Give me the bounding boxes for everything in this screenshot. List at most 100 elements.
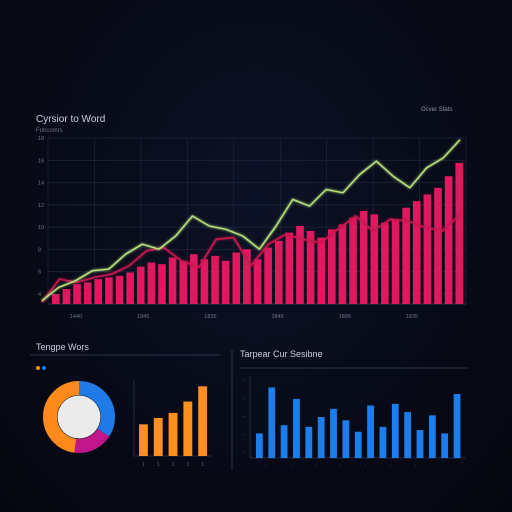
blue-x-tick-label: -: [290, 463, 292, 469]
main-bar: [179, 260, 188, 304]
blue-bar: [317, 417, 325, 458]
main-bar: [423, 194, 432, 304]
main-bar: [126, 272, 134, 304]
main-chart-lines: [41, 139, 461, 303]
blue-bar: [280, 425, 288, 458]
main-bar: [359, 211, 368, 304]
blue-bar: [305, 426, 313, 458]
main-bar: [381, 222, 389, 304]
main-bar: [434, 187, 442, 304]
orange-x-tick-label: 1: [157, 462, 160, 468]
main-y-tick-label: 16: [38, 158, 44, 164]
main-bar: [168, 257, 177, 304]
main-x-tick-label: 1835: [406, 314, 418, 320]
main-y-tick-label: 8: [38, 247, 41, 253]
main-chart-bars: [52, 162, 464, 304]
orange-x-tick-label: 1: [186, 462, 189, 468]
blue-bar: [354, 431, 362, 458]
main-bar: [147, 262, 156, 304]
orange-bar: [183, 401, 193, 456]
main-bar: [264, 247, 272, 304]
blue-y-tick-label: -: [244, 432, 246, 438]
blue-y-tick-label: -: [244, 378, 246, 384]
blue-bar: [268, 387, 276, 458]
blue-bar: [441, 433, 449, 458]
main-bar: [349, 217, 357, 304]
main-bar: [83, 282, 92, 304]
main-chart-y-axis: 18 16 14 12 10 8 6 4: [38, 136, 44, 298]
orange-bar: [153, 418, 163, 456]
main-bar: [306, 230, 315, 304]
blue-bar: [404, 412, 412, 458]
main-bar: [285, 232, 294, 304]
main-bar: [391, 219, 400, 304]
main-bar: [412, 201, 421, 304]
orange-x-tick-label: 1: [172, 462, 175, 468]
main-x-tick-label: 1835: [204, 314, 216, 320]
blue-bar: [367, 405, 374, 458]
blue-bar: [379, 426, 387, 458]
blue-bar: [330, 408, 337, 458]
main-x-tick-label: 1895: [339, 314, 351, 320]
main-y-tick-label: 12: [38, 203, 44, 209]
blue-x-tick-label: -: [265, 463, 267, 469]
donut-panel: Tengpe Wors: [36, 342, 115, 453]
main-bar: [115, 275, 124, 304]
orange-x-tick-label: 1: [142, 462, 145, 468]
orange-bar: [198, 386, 208, 456]
main-bar: [94, 279, 103, 304]
main-x-tick-label: 1440: [70, 314, 82, 320]
orange-bar: [168, 412, 178, 456]
main-bar: [370, 214, 379, 304]
main-chart-x-axis: 1440 1845 1835 1845 1895 1835: [70, 314, 418, 320]
main-bar: [253, 259, 262, 304]
main-bar: [221, 260, 230, 304]
blue-bar: [342, 420, 350, 458]
main-x-tick-label: 1845: [271, 314, 283, 320]
main-bar: [243, 249, 251, 304]
donut-chart: [43, 381, 115, 453]
main-bar: [211, 255, 219, 304]
main-chart-subtitle: Funcomrs: [36, 128, 63, 134]
main-secondary-line: [41, 213, 461, 303]
main-chart-title: Cyrsior to Word: [36, 114, 105, 125]
blue-x-tick-label: -: [414, 463, 416, 469]
blue-bar: [416, 430, 424, 458]
orange-bar: [139, 424, 148, 456]
main-bar: [52, 294, 60, 304]
main-chart-legend: Ocver Stats: [421, 107, 452, 113]
main-bar: [62, 289, 71, 304]
blue-chart-title: Tarpear Cur Sesibne: [240, 349, 323, 359]
orange-bar-chart: 1 1 1 1 1: [133, 380, 212, 468]
main-bar: [338, 224, 347, 304]
main-bar: [190, 254, 198, 304]
blue-bar: [391, 403, 399, 458]
blue-bar: [293, 398, 300, 458]
blue-bar: [453, 394, 461, 458]
main-bar: [274, 240, 283, 304]
blue-x-tick-label: -: [340, 463, 342, 469]
main-y-tick-label: 6: [38, 270, 41, 276]
blue-x-tick-label: -: [365, 463, 367, 469]
main-bar: [232, 252, 241, 304]
main-bar: [328, 229, 336, 304]
main-y-tick-label: 14: [38, 181, 44, 187]
donut-center: [57, 395, 101, 439]
main-bar: [200, 259, 209, 304]
legend-dot-orange: [36, 366, 40, 370]
orange-x-tick-label: 1: [201, 462, 204, 468]
main-bar: [136, 266, 145, 304]
main-bar: [158, 264, 166, 304]
main-y-tick-label: 10: [38, 225, 44, 231]
main-bar: [296, 225, 304, 304]
main-bar: [455, 162, 464, 304]
legend-dot-blue: [42, 366, 46, 370]
main-bar: [105, 277, 113, 304]
blue-bar-chart: Tarpear Cur Sesibne - - - - - - - - - - - - -: [240, 349, 466, 469]
blue-bar: [256, 433, 263, 458]
blue-bar: [428, 415, 436, 458]
donut-panel-title: Tengpe Wors: [36, 342, 89, 352]
blue-x-tick-label: -: [389, 463, 391, 469]
blue-y-tick-label: -: [244, 414, 246, 420]
